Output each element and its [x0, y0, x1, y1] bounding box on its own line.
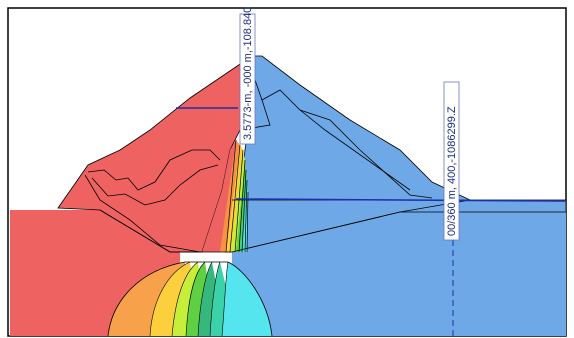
section-label-right-group: 00/360 m, 400,-1086299.Z	[443, 81, 460, 241]
core-contour-lines	[225, 139, 249, 253]
section-label-right: 00/360 m, 400,-1086299.Z	[446, 106, 458, 236]
phreatic-lines	[176, 107, 567, 202]
foundation-seepage-bulb	[107, 261, 273, 337]
section-label-left: 3.5773-m, -000 m,-108.840	[242, 7, 254, 140]
section-label-left-group: 3.5773-m, -000 m,-108.840	[239, 7, 256, 145]
downstream-foundation-region	[232, 200, 566, 336]
section-label-left-box	[239, 13, 256, 145]
section-label-right-box	[443, 81, 460, 241]
